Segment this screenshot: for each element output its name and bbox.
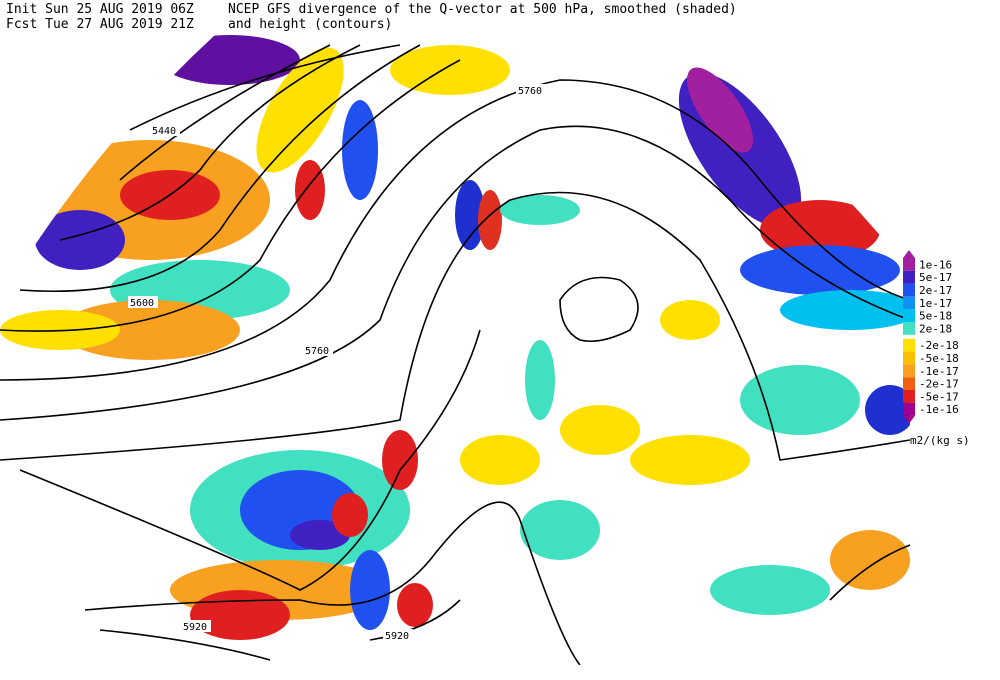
colorbar-label: 1e-17 [919, 297, 952, 310]
colorbar-label: -2e-17 [919, 378, 959, 391]
colorbar-swatch [903, 377, 915, 390]
colorbar-swatch [903, 402, 915, 416]
contour-label: 5760 [305, 346, 329, 357]
colorbar-label: 2e-18 [919, 322, 952, 335]
colorbar-arrow [903, 250, 915, 258]
colorbar-swatch [903, 390, 915, 403]
colorbar: 1e-165e-172e-171e-175e-182e-18-2e-18-5e-… [903, 250, 959, 424]
contours [0, 44, 910, 665]
colorbar-swatch [903, 309, 915, 322]
contour-label: 5920 [183, 622, 207, 633]
init-time: Init Sun 25 AUG 2019 06Z [6, 2, 194, 17]
colorbar-label: 5e-18 [919, 310, 952, 323]
colorbar-label: -1e-16 [919, 403, 959, 416]
map-domain [0, 35, 910, 665]
colorbar-swatch [903, 296, 915, 310]
units-label: m2/(kg s) [910, 434, 970, 447]
map-subtitle: and height (contours) [228, 17, 392, 32]
colorbar-swatch [903, 322, 915, 335]
colorbar-label: -5e-18 [919, 352, 959, 365]
colorbar-label: -2e-18 [919, 339, 959, 352]
contour-label: 5440 [152, 126, 176, 137]
forecast-time: Fcst Tue 27 AUG 2019 21Z [6, 17, 194, 32]
colorbar-swatch [903, 338, 915, 352]
contour-label: 5760 [518, 86, 542, 97]
colorbar-swatch [903, 351, 915, 365]
colorbar-label: -1e-17 [919, 365, 959, 378]
contour-label: 5920 [385, 631, 409, 642]
colorbar-swatch [903, 270, 915, 284]
shading [0, 35, 910, 640]
contour-label: 5600 [130, 298, 154, 309]
colorbar-swatch [903, 364, 915, 378]
colorbar-swatch [903, 258, 915, 271]
contour-labels: 5440 5760 5600 5760 5920 5920 [128, 84, 546, 642]
colorbar-label: 2e-17 [919, 284, 952, 297]
map-title: NCEP GFS divergence of the Q-vector at 5… [228, 2, 737, 17]
colorbar-label: 5e-17 [919, 271, 952, 284]
colorbar-label: -5e-17 [919, 390, 959, 403]
colorbar-swatch [903, 283, 915, 297]
colorbar-label: 1e-16 [919, 258, 952, 271]
colorbar-arrow [903, 415, 915, 424]
